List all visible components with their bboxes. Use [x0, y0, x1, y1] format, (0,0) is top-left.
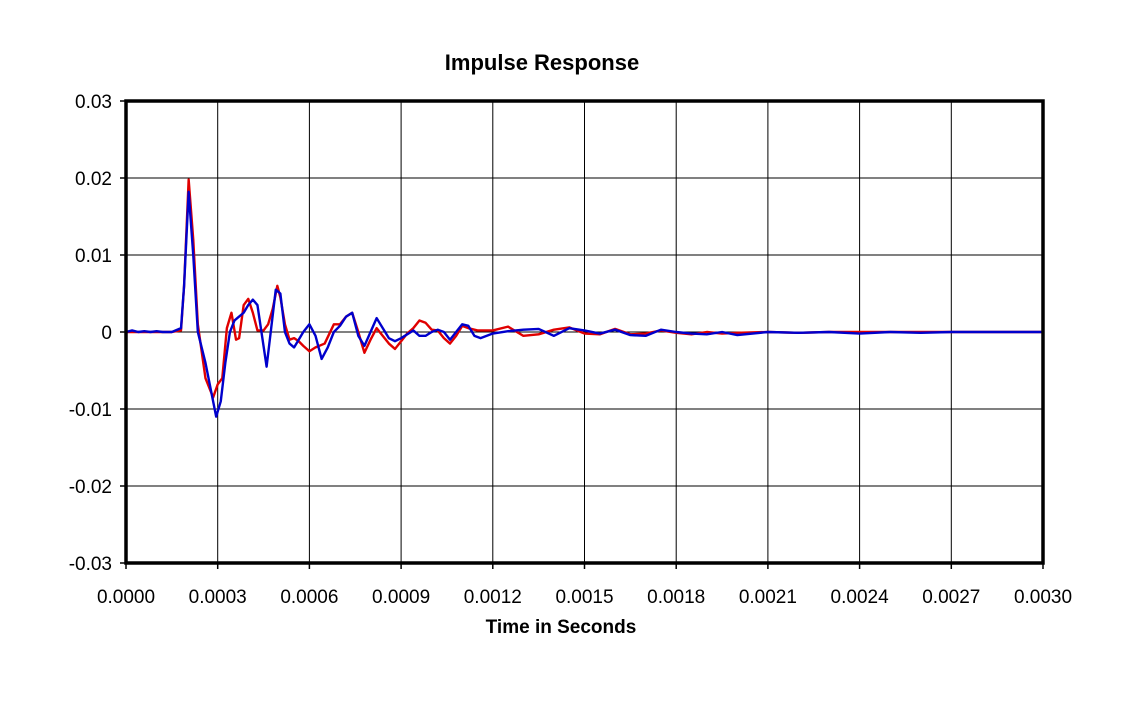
- x-tick-label: 0.0003: [189, 587, 247, 608]
- x-tick-label: 0.0000: [97, 587, 155, 608]
- y-tick-label: 0: [101, 323, 112, 344]
- x-tick-label: 0.0030: [1014, 587, 1072, 608]
- x-tick-label: 0.0018: [647, 587, 705, 608]
- x-tick-label: 0.0021: [739, 587, 797, 608]
- x-axis-label: Time in Seconds: [486, 617, 637, 638]
- chart-title: Impulse Response: [445, 50, 639, 75]
- y-tick-label: 0.03: [75, 92, 112, 113]
- series-lines: [124, 178, 1045, 418]
- y-tick-label: 0.01: [75, 246, 112, 267]
- series-line-2: [124, 190, 1045, 418]
- y-tick-label: -0.01: [69, 400, 112, 421]
- x-tick-label: 0.0027: [922, 587, 980, 608]
- y-tick-label: -0.02: [69, 477, 112, 498]
- y-tick-label: 0.02: [75, 169, 112, 190]
- plot-area-frame: [124, 99, 1045, 565]
- x-tick-label: 0.0012: [464, 587, 522, 608]
- x-tick-label: 0.0009: [372, 587, 430, 608]
- x-tick-label: 0.0024: [831, 587, 890, 608]
- series-line-1: [124, 178, 1045, 399]
- grid-lines: [120, 100, 1044, 569]
- x-tick-label: 0.0006: [280, 587, 338, 608]
- y-tick-label: -0.03: [69, 554, 112, 575]
- x-tick-label: 0.0015: [555, 587, 613, 608]
- y-axis-tick-labels: 0.03 0.02 0.01 0 -0.01 -0.02 -0.03: [69, 92, 112, 575]
- x-axis-tick-labels: 0.0000 0.0003 0.0006 0.0009 0.0012 0.0015 0.00…: [97, 587, 1072, 608]
